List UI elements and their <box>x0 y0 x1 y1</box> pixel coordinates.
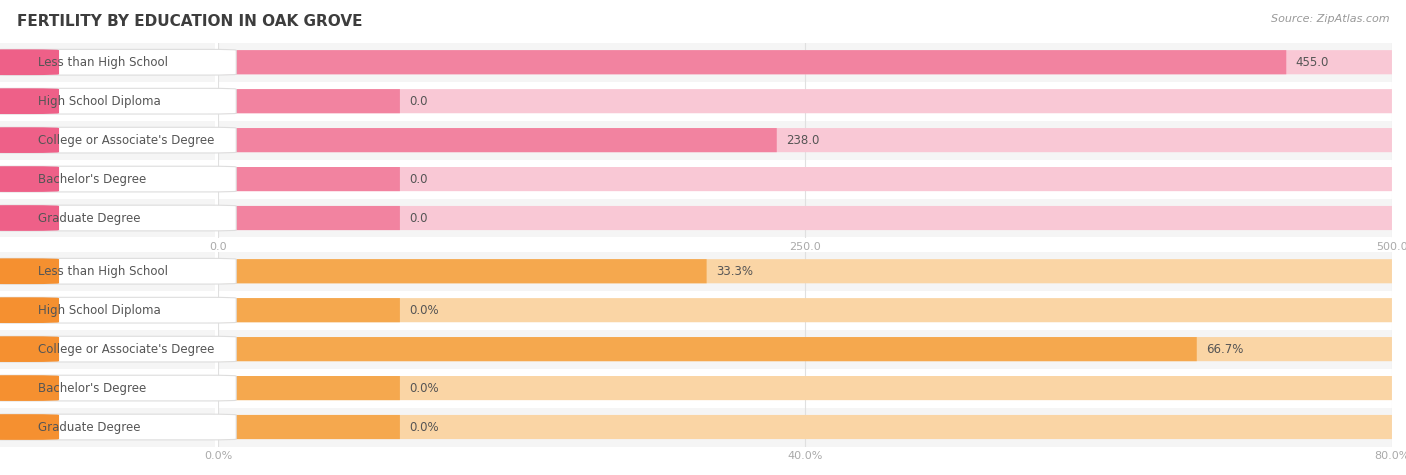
FancyBboxPatch shape <box>218 167 399 191</box>
Text: 0.0%: 0.0% <box>409 381 439 395</box>
FancyBboxPatch shape <box>218 337 1197 361</box>
Text: 66.7%: 66.7% <box>1206 342 1243 356</box>
FancyBboxPatch shape <box>218 330 1392 369</box>
FancyBboxPatch shape <box>0 199 215 238</box>
FancyBboxPatch shape <box>218 206 399 230</box>
Text: College or Associate's Degree: College or Associate's Degree <box>38 342 214 356</box>
FancyBboxPatch shape <box>218 408 1392 446</box>
Text: FERTILITY BY EDUCATION IN OAK GROVE: FERTILITY BY EDUCATION IN OAK GROVE <box>17 14 363 29</box>
Text: Less than High School: Less than High School <box>38 56 167 69</box>
FancyBboxPatch shape <box>0 258 236 284</box>
FancyBboxPatch shape <box>0 166 59 192</box>
FancyBboxPatch shape <box>218 298 399 322</box>
Text: 238.0: 238.0 <box>786 133 820 147</box>
FancyBboxPatch shape <box>218 89 1392 113</box>
FancyBboxPatch shape <box>0 127 59 153</box>
Text: 33.3%: 33.3% <box>716 265 754 278</box>
FancyBboxPatch shape <box>0 375 236 401</box>
FancyBboxPatch shape <box>0 43 215 82</box>
Text: College or Associate's Degree: College or Associate's Degree <box>38 133 214 147</box>
FancyBboxPatch shape <box>218 206 1392 230</box>
FancyBboxPatch shape <box>0 414 236 440</box>
FancyBboxPatch shape <box>0 330 215 369</box>
FancyBboxPatch shape <box>218 415 1392 439</box>
FancyBboxPatch shape <box>218 199 1392 238</box>
Text: 0.0: 0.0 <box>409 211 427 225</box>
FancyBboxPatch shape <box>218 128 776 152</box>
FancyBboxPatch shape <box>0 88 59 114</box>
Text: 0.0: 0.0 <box>409 95 427 108</box>
Text: High School Diploma: High School Diploma <box>38 304 160 317</box>
FancyBboxPatch shape <box>0 82 215 121</box>
Text: 0.0%: 0.0% <box>409 304 439 317</box>
FancyBboxPatch shape <box>0 336 236 362</box>
FancyBboxPatch shape <box>0 369 215 408</box>
FancyBboxPatch shape <box>0 336 59 362</box>
FancyBboxPatch shape <box>218 50 1392 74</box>
Text: 0.0: 0.0 <box>409 172 427 186</box>
FancyBboxPatch shape <box>218 415 399 439</box>
FancyBboxPatch shape <box>0 88 236 114</box>
FancyBboxPatch shape <box>0 414 59 440</box>
FancyBboxPatch shape <box>218 50 1286 74</box>
Text: Bachelor's Degree: Bachelor's Degree <box>38 172 146 186</box>
Text: High School Diploma: High School Diploma <box>38 95 160 108</box>
FancyBboxPatch shape <box>218 376 399 400</box>
FancyBboxPatch shape <box>0 205 59 231</box>
Text: Bachelor's Degree: Bachelor's Degree <box>38 381 146 395</box>
FancyBboxPatch shape <box>0 205 236 231</box>
Text: 0.0%: 0.0% <box>409 420 439 434</box>
FancyBboxPatch shape <box>218 167 1392 191</box>
FancyBboxPatch shape <box>0 408 215 446</box>
Text: 455.0: 455.0 <box>1296 56 1329 69</box>
FancyBboxPatch shape <box>0 258 59 284</box>
FancyBboxPatch shape <box>0 297 236 323</box>
Text: Graduate Degree: Graduate Degree <box>38 420 141 434</box>
FancyBboxPatch shape <box>218 82 1392 121</box>
FancyBboxPatch shape <box>218 259 1392 283</box>
FancyBboxPatch shape <box>218 291 1392 330</box>
FancyBboxPatch shape <box>218 376 1392 400</box>
FancyBboxPatch shape <box>218 43 1392 82</box>
FancyBboxPatch shape <box>218 252 1392 291</box>
Text: Graduate Degree: Graduate Degree <box>38 211 141 225</box>
FancyBboxPatch shape <box>0 49 236 75</box>
FancyBboxPatch shape <box>218 337 1392 361</box>
FancyBboxPatch shape <box>0 297 59 323</box>
Text: Less than High School: Less than High School <box>38 265 167 278</box>
FancyBboxPatch shape <box>0 127 236 153</box>
FancyBboxPatch shape <box>218 369 1392 408</box>
FancyBboxPatch shape <box>0 166 236 192</box>
FancyBboxPatch shape <box>218 259 707 283</box>
FancyBboxPatch shape <box>218 160 1392 199</box>
FancyBboxPatch shape <box>218 128 1392 152</box>
FancyBboxPatch shape <box>0 160 215 199</box>
FancyBboxPatch shape <box>0 49 59 75</box>
FancyBboxPatch shape <box>0 252 215 291</box>
FancyBboxPatch shape <box>218 298 1392 322</box>
Text: Source: ZipAtlas.com: Source: ZipAtlas.com <box>1271 14 1389 24</box>
FancyBboxPatch shape <box>218 89 399 113</box>
FancyBboxPatch shape <box>0 375 59 401</box>
FancyBboxPatch shape <box>218 121 1392 160</box>
FancyBboxPatch shape <box>0 291 215 330</box>
FancyBboxPatch shape <box>0 121 215 160</box>
